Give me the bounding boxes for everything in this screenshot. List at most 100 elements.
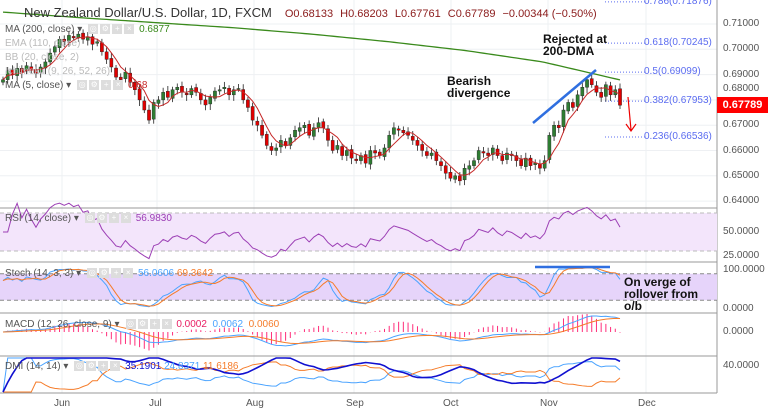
legend-rsi-value: 56.9830 — [135, 213, 172, 224]
candle-body — [618, 88, 622, 106]
last-price-tag: 0.67789 — [717, 97, 768, 113]
legend-macd-signal: 0.0060 — [248, 319, 280, 330]
candle-body — [571, 102, 575, 108]
candle-body — [274, 147, 278, 151]
candle-body — [255, 120, 260, 126]
candle-body — [20, 68, 24, 73]
fib-label: 0.382(0.67953) — [644, 95, 712, 107]
legend-stoch-k: 56.0606 — [137, 268, 175, 279]
close-value: C0.67789 — [447, 8, 496, 20]
annotation-divergence: Bearish divergence — [447, 74, 511, 100]
price-axis-label: 0.67000 — [723, 119, 760, 131]
legend-stoch[interactable]: Stoch (14, 3, 3) ▾ ◎ ⚙ + × 56.0606 69.3642 — [5, 268, 214, 279]
candle-body — [326, 128, 330, 141]
adx-line — [2, 357, 621, 393]
symbol-title[interactable]: New Zealand Dollar/U.S. Dollar, 1D, FXCM — [24, 5, 272, 20]
candle-body — [297, 127, 302, 132]
candle-body — [147, 109, 151, 121]
month-label: Nov — [540, 398, 558, 409]
candle-body — [166, 91, 170, 98]
rsi-axis-50: 50.0000 — [723, 226, 760, 237]
candle-body — [547, 135, 552, 160]
month-label: Oct — [443, 398, 459, 409]
candle-body — [476, 150, 481, 160]
candle-body — [387, 135, 392, 149]
candle-body — [330, 140, 335, 151]
candle-body — [481, 151, 486, 154]
legend-ichimoku[interactable]: Ichimoku (9, 26, 52, 26) — [5, 66, 110, 77]
candle-body — [340, 146, 344, 156]
legend-bb[interactable]: BB (20, close, 2) — [5, 52, 79, 63]
candle-body — [293, 130, 297, 138]
candle-body — [194, 87, 198, 93]
legend-ma5-value: 0.68 — [127, 80, 148, 91]
candle-body — [354, 158, 359, 161]
month-label: Dec — [638, 398, 656, 409]
candle-body — [439, 161, 443, 166]
legend-dmi[interactable]: DMI (14, 14) ▾ ◎ ⚙ + × 35.1901 24.8371 11.61… — [5, 361, 239, 372]
candle-body — [392, 127, 396, 135]
legend-macd[interactable]: MACD (12, 26, close, 9) ▾ ◎ ⚙ + × 0.0002 0.0… — [5, 319, 280, 330]
rsi-band — [0, 213, 717, 251]
candle-body — [396, 128, 401, 131]
candle-body — [425, 151, 429, 156]
candle-body — [316, 122, 321, 128]
candle-body — [420, 144, 424, 151]
legend-ema-label: EMA (110, close) — [5, 38, 81, 49]
legend-rsi[interactable]: RSI (14, close) ▾ ◎ ⚙ + × 56.9830 — [5, 213, 172, 224]
candle-body — [453, 175, 457, 180]
candle-body — [71, 36, 76, 39]
candle-body — [410, 136, 415, 141]
candle-body — [448, 172, 453, 179]
candle-body — [519, 159, 523, 166]
month-label: Jul — [149, 398, 162, 409]
chart-header: New Zealand Dollar/U.S. Dollar, 1D, FXCM… — [24, 5, 597, 20]
dmi-minus-line — [3, 361, 621, 393]
legend-ma5-label: MA (5, close) — [5, 80, 64, 91]
candle-body — [363, 154, 368, 164]
legend-stoch-label: Stoch (14, 3, 3) — [5, 268, 74, 279]
candle-body — [208, 97, 213, 105]
candle-body — [142, 100, 147, 111]
candle-body — [349, 149, 354, 159]
candle-body — [175, 87, 180, 90]
annotation-stoch: On verge of rollover from o/b — [624, 275, 699, 313]
macd-line — [2, 315, 621, 347]
candle-body — [312, 127, 316, 137]
candle-body — [335, 145, 340, 150]
legend-dmi-minus: 11.6186 — [203, 361, 239, 372]
legend-dmi-plus: 24.8371 — [164, 361, 201, 372]
legend-macd-hist: 0.0002 — [176, 319, 207, 330]
candle-body — [524, 157, 528, 167]
legend-macd-label: MACD (12, 26, close, 9) — [5, 319, 112, 330]
candle-body — [264, 134, 269, 146]
price-axis-label: 0.71000 — [723, 18, 760, 29]
fib-label: 0.5(0.69099) — [644, 66, 701, 78]
candle-body — [170, 89, 175, 99]
candle-body — [53, 46, 57, 53]
legend-dmi-adx: 35.1901 — [125, 361, 162, 372]
legend-ema[interactable]: EMA (110, close) — [5, 38, 80, 49]
macd-signal-line — [2, 317, 621, 344]
rsi-axis-25: 25.0000 — [723, 250, 760, 261]
macd-axis-0: 0.0000 — [723, 326, 754, 337]
stoch-d-line — [2, 267, 621, 307]
legend-rsi-label: RSI (14, close) — [5, 213, 72, 224]
candle-body — [373, 150, 377, 154]
candle-body — [48, 52, 52, 63]
stoch-axis-0: 0.0000 — [723, 303, 754, 314]
legend-ma200[interactable]: MA (200, close) ▾ ◎ ⚙ + × 0.6877 — [5, 24, 170, 35]
candle-body — [137, 88, 142, 101]
ma5-line — [2, 36, 621, 176]
candle-body — [269, 146, 274, 151]
down-arrow-icon — [625, 96, 637, 133]
legend-ma5[interactable]: MA (5, close) ▾ ◎ ⚙ + × 0.68 — [5, 80, 148, 91]
candle-body — [500, 155, 505, 161]
candle-body — [585, 79, 589, 88]
price-axis-label: 0.70000 — [723, 43, 760, 55]
candle-body — [203, 99, 208, 106]
annotation-rejected: Rejected at 200-DMA — [543, 32, 608, 58]
price-axis-label: 0.66000 — [723, 144, 760, 156]
candle-body — [345, 150, 349, 156]
